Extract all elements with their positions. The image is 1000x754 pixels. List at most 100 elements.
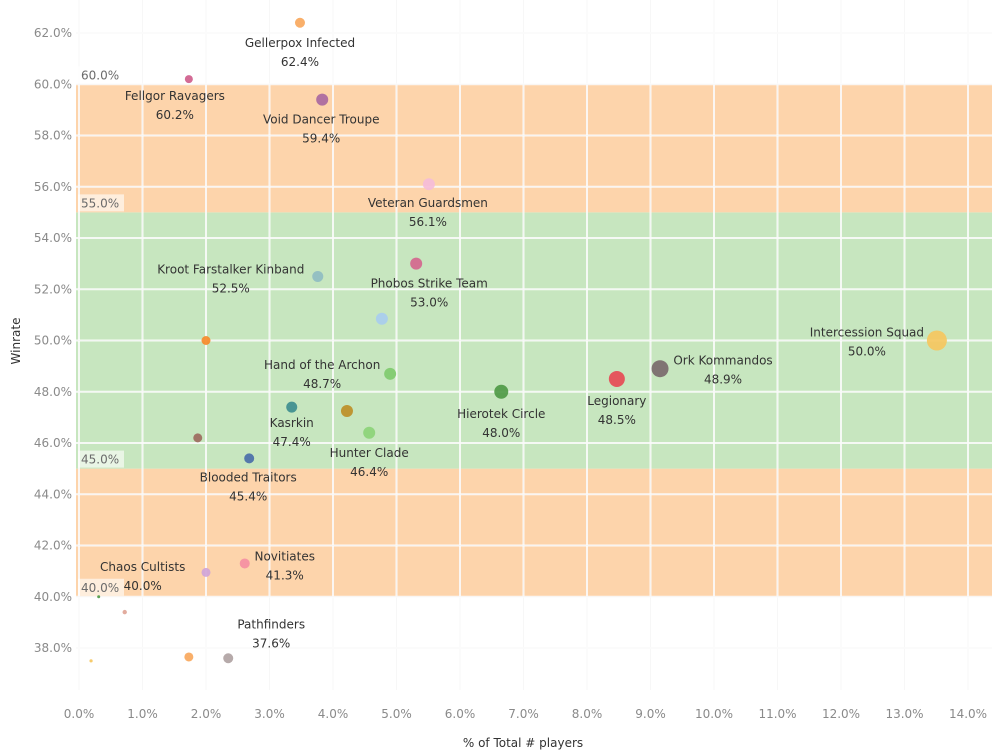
band-label-bg bbox=[78, 578, 124, 596]
point-label-name: Hierotek Circle bbox=[457, 407, 545, 421]
x-tick-label: 7.0% bbox=[508, 707, 539, 721]
x-tick-label: 10.0% bbox=[695, 707, 733, 721]
y-tick-label: 58.0% bbox=[34, 129, 72, 143]
data-point bbox=[286, 401, 298, 413]
point-label-value: 48.7% bbox=[303, 377, 341, 391]
point-label-name: Pathfinders bbox=[237, 617, 305, 631]
point-label-value: 56.1% bbox=[409, 215, 447, 229]
band-label: 45.0% bbox=[81, 453, 119, 467]
band-label-bg bbox=[78, 450, 124, 468]
point-label-value: 48.5% bbox=[598, 413, 636, 427]
y-tick-label: 48.0% bbox=[34, 385, 72, 399]
x-tick-label: 14.0% bbox=[949, 707, 987, 721]
point-label-name: Novitiates bbox=[254, 549, 315, 563]
data-point bbox=[410, 257, 423, 270]
y-axis-title: Winrate bbox=[9, 318, 23, 365]
data-point bbox=[223, 653, 234, 664]
point-label-value: 62.4% bbox=[281, 55, 319, 69]
data-point bbox=[184, 75, 193, 84]
point-label-name: Hunter Clade bbox=[330, 446, 409, 460]
data-point bbox=[926, 330, 947, 351]
y-tick-label: 50.0% bbox=[34, 334, 72, 348]
point-label-value: 40.0% bbox=[124, 579, 162, 593]
y-axis-ticks: 38.0% 40.0% 42.0% 44.0% 46.0% 48.0% 50.0% 52.0%… bbox=[34, 26, 72, 655]
data-point bbox=[422, 178, 435, 191]
point-label-name: Kasrkin bbox=[270, 416, 314, 430]
data-point bbox=[193, 433, 203, 443]
x-tick-label: 9.0% bbox=[635, 707, 666, 721]
data-point bbox=[239, 558, 250, 569]
point-label-value: 52.5% bbox=[212, 281, 250, 295]
band-0 bbox=[76, 468, 992, 597]
band-label: 40.0% bbox=[81, 581, 119, 595]
x-tick-label: 11.0% bbox=[758, 707, 796, 721]
y-tick-label: 62.0% bbox=[34, 26, 72, 40]
point-label-value: 60.2% bbox=[156, 108, 194, 122]
x-tick-label: 1.0% bbox=[127, 707, 158, 721]
data-point bbox=[184, 652, 194, 662]
data-point bbox=[375, 312, 388, 325]
point-label-name: Ork Kommandos bbox=[673, 354, 772, 368]
x-axis-ticks: 0.0% 1.0% 2.0% 3.0% 4.0% 5.0% 6.0% 7.0% 8.0% 9.0%… bbox=[64, 707, 987, 721]
point-label-name: Fellgor Ravagers bbox=[125, 89, 225, 103]
point-label-value: 47.4% bbox=[273, 435, 311, 449]
y-tick-label: 38.0% bbox=[34, 641, 72, 655]
point-label-name: Kroot Farstalker Kinband bbox=[157, 262, 304, 276]
point-labels: Gellerpox Infected 62.4% Fellgor Ravagers 6… bbox=[100, 36, 924, 651]
point-label-value: 45.4% bbox=[229, 489, 267, 503]
data-point bbox=[201, 567, 211, 577]
data-point bbox=[316, 93, 329, 106]
y-tick-label: 60.0% bbox=[34, 77, 72, 91]
point-label-value: 41.3% bbox=[266, 568, 304, 582]
data-point bbox=[122, 609, 127, 615]
y-tick-label: 56.0% bbox=[34, 180, 72, 194]
x-tick-label: 2.0% bbox=[191, 707, 222, 721]
data-point bbox=[651, 360, 669, 378]
y-tick-label: 46.0% bbox=[34, 436, 72, 450]
x-tick-label: 12.0% bbox=[822, 707, 860, 721]
data-point bbox=[97, 595, 101, 599]
y-tick-label: 52.0% bbox=[34, 282, 72, 296]
point-label-value: 46.4% bbox=[350, 465, 388, 479]
point-label-name: Chaos Cultists bbox=[100, 560, 185, 574]
data-point bbox=[244, 453, 255, 464]
x-tick-label: 6.0% bbox=[445, 707, 476, 721]
band-label-bg bbox=[78, 66, 124, 84]
point-label-name: Phobos Strike Team bbox=[371, 277, 488, 291]
data-point bbox=[201, 336, 211, 345]
data-point bbox=[312, 270, 324, 282]
data-point bbox=[294, 17, 305, 28]
x-tick-label: 0.0% bbox=[64, 707, 95, 721]
band-labels: 40.0% 45.0% 55.0% 60.0% bbox=[78, 66, 124, 596]
point-label-name: Intercession Squad bbox=[810, 326, 924, 340]
point-label-name: Void Dancer Troupe bbox=[263, 113, 380, 127]
y-tick-label: 40.0% bbox=[34, 590, 72, 604]
data-point bbox=[494, 384, 509, 399]
data-point bbox=[89, 659, 93, 663]
y-tick-label: 42.0% bbox=[34, 539, 72, 553]
point-label-name: Legionary bbox=[587, 394, 646, 408]
y-tick-label: 54.0% bbox=[34, 231, 72, 245]
x-tick-label: 8.0% bbox=[572, 707, 603, 721]
data-point bbox=[340, 404, 353, 417]
data-point bbox=[608, 370, 625, 387]
point-label-value: 59.4% bbox=[302, 132, 340, 146]
data-points bbox=[89, 17, 947, 664]
x-axis-title: % of Total # players bbox=[463, 736, 583, 750]
point-label-name: Blooded Traitors bbox=[200, 470, 297, 484]
band-2 bbox=[76, 84, 992, 213]
x-tick-label: 5.0% bbox=[381, 707, 412, 721]
data-point bbox=[384, 367, 397, 380]
point-label-value: 48.0% bbox=[482, 426, 520, 440]
point-label-name: Hand of the Archon bbox=[264, 358, 380, 372]
point-label-name: Gellerpox Infected bbox=[245, 36, 355, 50]
point-label-value: 37.6% bbox=[252, 636, 290, 650]
band-label: 60.0% bbox=[81, 68, 119, 82]
point-label-value: 50.0% bbox=[848, 345, 886, 359]
band-label: 55.0% bbox=[81, 196, 119, 210]
data-point bbox=[363, 426, 376, 439]
point-label-value: 48.9% bbox=[704, 373, 742, 387]
point-label-value: 53.0% bbox=[410, 296, 448, 310]
y-tick-label: 44.0% bbox=[34, 487, 72, 501]
